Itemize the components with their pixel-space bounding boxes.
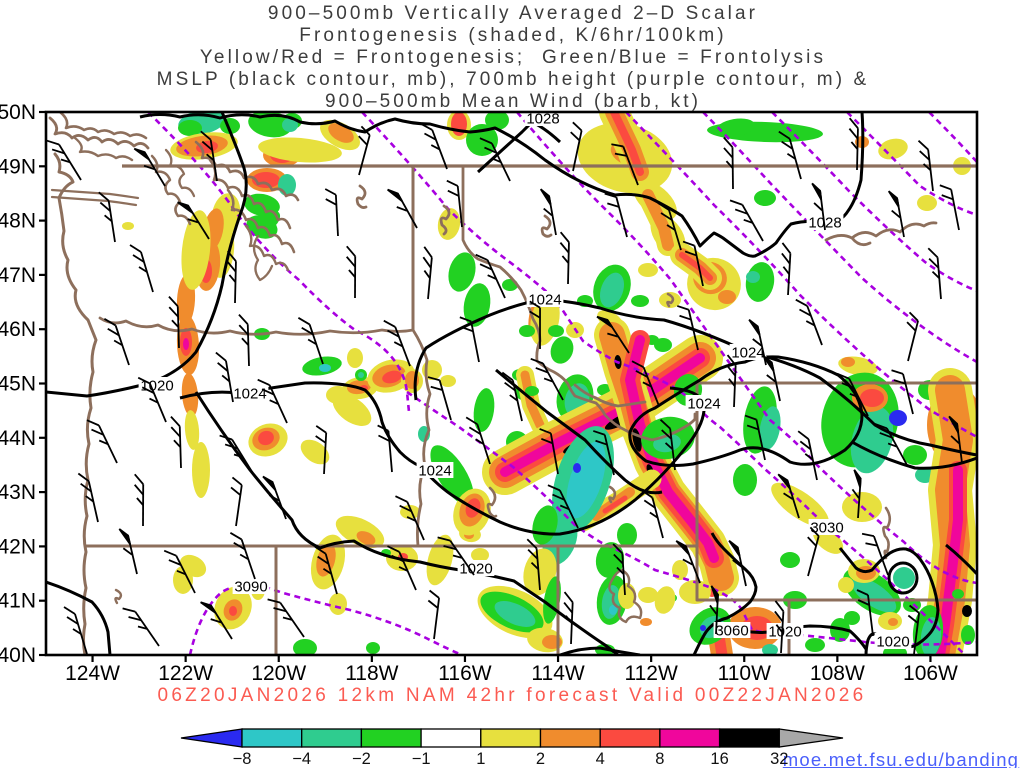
svg-text:1020: 1020 <box>768 624 801 641</box>
svg-text:900–500mb Mean Wind (barb, kt): 900–500mb Mean Wind (barb, kt) <box>325 91 701 112</box>
svg-text:110W: 110W <box>718 662 771 685</box>
svg-text:4: 4 <box>596 750 605 768</box>
svg-text:120W: 120W <box>251 662 306 685</box>
svg-text:40N: 40N <box>0 644 36 667</box>
svg-text:06Z20JAN2026 12km NAM 42hr for: 06Z20JAN2026 12km NAM 42hr forecast Vali… <box>157 685 866 706</box>
svg-text:900–500mb Vertically Averaged: 900–500mb Vertically Averaged 2–D Scalar <box>268 3 758 24</box>
svg-text:1: 1 <box>476 750 485 768</box>
svg-text:44N: 44N <box>0 427 36 450</box>
svg-text:1020: 1020 <box>459 561 492 578</box>
svg-text:−4: −4 <box>292 750 311 768</box>
svg-text:41N: 41N <box>0 590 36 613</box>
svg-text:49N: 49N <box>0 155 36 178</box>
svg-text:8: 8 <box>655 750 664 768</box>
svg-text:122W: 122W <box>158 662 213 685</box>
svg-text:3030: 3030 <box>810 520 843 537</box>
svg-text:1020: 1020 <box>876 634 909 651</box>
svg-text:1024: 1024 <box>687 396 720 413</box>
svg-text:32: 32 <box>770 750 788 768</box>
svg-text:1020: 1020 <box>140 378 173 395</box>
svg-text:124W: 124W <box>65 662 120 685</box>
svg-text:42N: 42N <box>0 535 36 558</box>
svg-text:118W: 118W <box>345 662 398 685</box>
svg-text:−1: −1 <box>412 750 431 768</box>
svg-text:Frontogenesis (shaded, K/6hr/1: Frontogenesis (shaded, K/6hr/100km) <box>299 25 726 46</box>
svg-text:Yellow/Red = Frontogenesis; G: Yellow/Red = Frontogenesis; Green/Blue =… <box>200 47 826 68</box>
svg-text:1024: 1024 <box>731 345 764 362</box>
svg-text:108W: 108W <box>810 662 865 685</box>
svg-text:MSLP (black contour, mb), 700m: MSLP (black contour, mb), 700mb height (… <box>157 69 870 90</box>
svg-text:106W: 106W <box>903 662 958 685</box>
svg-text:3090: 3090 <box>234 579 267 596</box>
svg-text:50N: 50N <box>0 101 36 124</box>
svg-text:2: 2 <box>536 750 545 768</box>
svg-text:112W: 112W <box>624 662 677 685</box>
svg-text:1024: 1024 <box>528 292 561 309</box>
svg-text:43N: 43N <box>0 481 36 504</box>
svg-text:114W: 114W <box>531 662 584 685</box>
svg-text:−8: −8 <box>233 750 252 768</box>
svg-text:moe.met.fsu.edu/banding: moe.met.fsu.edu/banding <box>783 749 1019 768</box>
svg-text:48N: 48N <box>0 210 36 233</box>
svg-text:45N: 45N <box>0 373 36 396</box>
svg-text:46N: 46N <box>0 318 36 341</box>
svg-text:1024: 1024 <box>418 463 451 480</box>
svg-text:116W: 116W <box>438 662 491 685</box>
svg-text:3060: 3060 <box>715 623 748 640</box>
svg-text:16: 16 <box>710 750 728 768</box>
svg-text:1024: 1024 <box>233 386 266 403</box>
svg-text:1028: 1028 <box>526 111 559 128</box>
svg-text:−2: −2 <box>352 750 371 768</box>
svg-text:47N: 47N <box>0 264 36 287</box>
